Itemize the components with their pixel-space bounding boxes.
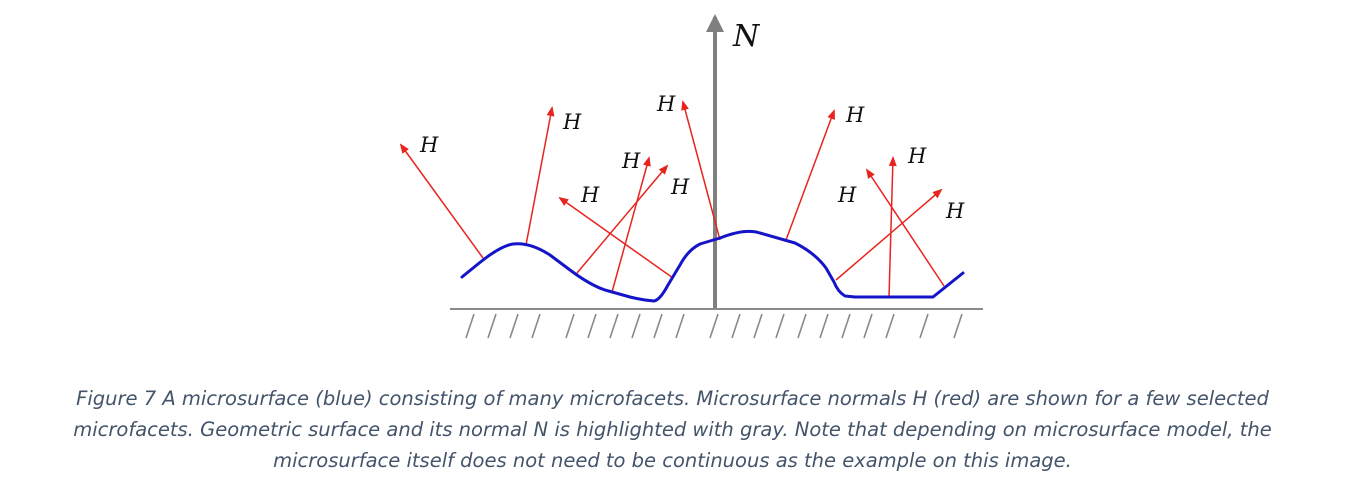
caption-line-1: Figure 7 A microsurface (blue) consistin… — [76, 387, 1269, 410]
facet-normal-label: H — [907, 144, 927, 168]
caption-line-2: microfacets. Geometric surface and its n… — [73, 418, 1272, 441]
facet-normal-arrow — [785, 109, 835, 241]
facet-normal-arrow — [611, 156, 651, 293]
facet-normal-arrow — [558, 196, 674, 279]
microfacet-diagram: N H H H H H H H H H H — [399, 14, 983, 339]
macro-normal-label: N — [732, 19, 761, 54]
facet-normal-arrow — [681, 100, 721, 241]
facet-normal-arrow — [835, 188, 943, 281]
facet-normal-label: H — [945, 199, 965, 223]
facet-normal-arrow — [576, 164, 669, 274]
facet-normal-label: H — [656, 92, 676, 116]
caption-line-3: microsurface itself does not need to be … — [273, 449, 1072, 472]
microfacet-normals — [399, 100, 945, 298]
microsurface-curve — [460, 229, 965, 303]
figure-caption: Figure 7 A microsurface (blue) consistin… — [0, 383, 1345, 476]
facet-normal-labels: H H H H H H H H H H — [419, 92, 965, 223]
facet-normal-arrow — [865, 168, 945, 287]
facet-normal-label: H — [562, 110, 582, 134]
facet-normal-label: H — [837, 183, 857, 207]
facet-normal-label: H — [419, 133, 439, 157]
facet-normal-arrow — [888, 156, 897, 298]
facet-normal-label: H — [621, 149, 641, 173]
geometric-surface — [450, 308, 983, 339]
facet-normal-label: H — [580, 183, 600, 207]
facet-normal-arrow — [399, 143, 484, 259]
hatch-marks — [465, 313, 963, 339]
facet-normal-arrow — [525, 106, 555, 246]
facet-normal-label: H — [670, 175, 690, 199]
facet-normal-label: H — [845, 103, 865, 127]
